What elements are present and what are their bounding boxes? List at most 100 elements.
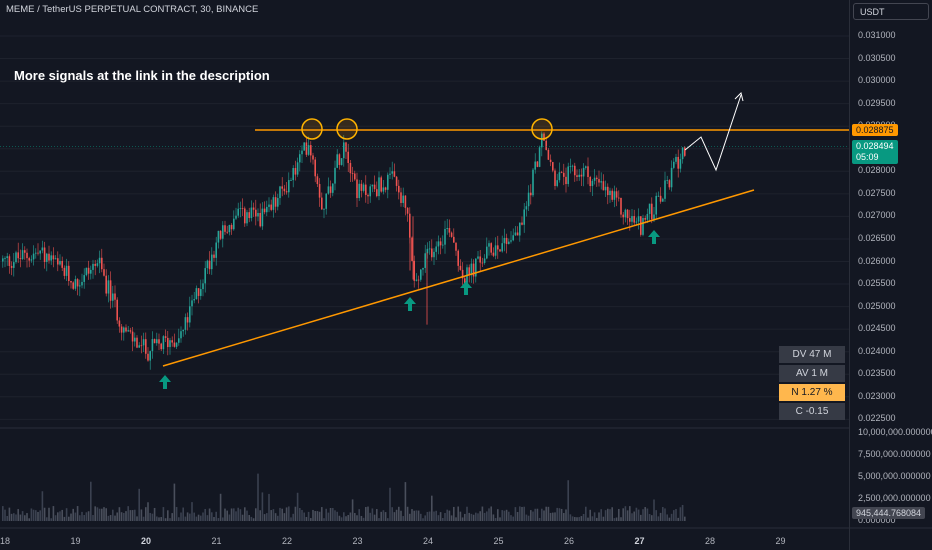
volume-tick-label: 2,500,000.000000 bbox=[858, 493, 931, 503]
volume-bar bbox=[670, 513, 673, 521]
currency-selector[interactable]: USDT bbox=[853, 3, 929, 20]
candle-body bbox=[272, 197, 275, 210]
candle-body bbox=[61, 260, 63, 268]
candle-body bbox=[384, 187, 387, 190]
volume-bar bbox=[222, 517, 224, 521]
time-label: 24 bbox=[422, 536, 434, 546]
candle-body bbox=[508, 241, 510, 244]
stat-av: AV 1 M bbox=[779, 365, 845, 382]
volume-bar bbox=[270, 510, 272, 521]
volume-bar bbox=[637, 509, 640, 521]
candle-body bbox=[472, 263, 475, 277]
candle-body bbox=[68, 265, 70, 281]
volume-bar bbox=[250, 516, 253, 521]
volume-bar bbox=[635, 507, 638, 521]
projection-path bbox=[684, 94, 742, 172]
volume-bar bbox=[127, 506, 129, 521]
volume-bar bbox=[450, 515, 453, 521]
candle-body bbox=[74, 279, 77, 289]
volume-bar bbox=[272, 509, 275, 521]
candle-body bbox=[288, 180, 290, 193]
candle-body bbox=[433, 251, 435, 258]
candle-body bbox=[312, 155, 314, 160]
volume-bar bbox=[248, 515, 250, 521]
candle-body bbox=[270, 204, 272, 210]
volume-bar bbox=[464, 513, 466, 521]
candle-body bbox=[142, 339, 145, 346]
support-trendline[interactable] bbox=[162, 189, 755, 367]
volume-bar bbox=[541, 508, 543, 521]
volume-bar bbox=[648, 514, 651, 521]
volume-bar bbox=[92, 515, 94, 521]
volume-bar bbox=[332, 507, 334, 521]
volume-bar bbox=[336, 511, 338, 521]
volume-bar bbox=[503, 510, 506, 521]
candle-body bbox=[567, 166, 569, 185]
candle-body bbox=[437, 241, 440, 247]
candle-body bbox=[17, 252, 19, 259]
candle-body bbox=[580, 174, 583, 177]
volume-bar bbox=[527, 515, 530, 521]
candle-body bbox=[475, 258, 477, 277]
volume-bar bbox=[600, 509, 602, 521]
volume-bar bbox=[536, 508, 539, 521]
candle-body bbox=[521, 222, 523, 225]
candle-body bbox=[356, 179, 358, 199]
volume-bar bbox=[235, 511, 237, 521]
candle-body bbox=[637, 216, 640, 222]
price-tick-label: 0.023500 bbox=[858, 368, 896, 379]
price-axis[interactable] bbox=[849, 0, 932, 550]
volume-bar bbox=[411, 509, 413, 521]
candle-body bbox=[369, 186, 371, 197]
volume-bar bbox=[39, 510, 41, 521]
volume-bar bbox=[677, 517, 679, 521]
candle-body bbox=[622, 214, 624, 218]
candle-body bbox=[173, 342, 176, 347]
volume-bar bbox=[219, 493, 222, 521]
volume-bar bbox=[417, 510, 420, 521]
volume-bar bbox=[389, 487, 391, 521]
candle-body bbox=[120, 326, 123, 333]
price-tick-label: 0.027000 bbox=[858, 210, 896, 221]
signal-arrow-icon bbox=[159, 375, 171, 389]
candle-body bbox=[138, 345, 140, 348]
candle-body bbox=[470, 263, 473, 276]
candle-body bbox=[376, 189, 378, 197]
price-tick-label: 0.030500 bbox=[858, 52, 896, 63]
volume-bar bbox=[472, 514, 475, 521]
candle-body bbox=[85, 267, 88, 276]
symbol-title[interactable]: MEME / TetherUS PERPETUAL CONTRACT, 30, … bbox=[6, 4, 259, 15]
volume-bar bbox=[481, 506, 484, 521]
candle-body bbox=[98, 257, 101, 264]
volume-bar bbox=[488, 508, 490, 521]
volume-bar bbox=[131, 510, 134, 521]
candle-body bbox=[362, 184, 365, 191]
volume-bar bbox=[327, 512, 330, 521]
volume-bar bbox=[345, 516, 347, 521]
candle-body bbox=[365, 184, 367, 195]
candle-body bbox=[101, 257, 103, 270]
volume-bar bbox=[329, 507, 332, 521]
stat-n: N 1.27 % bbox=[779, 384, 845, 401]
volume-bar bbox=[224, 508, 226, 521]
volume-bar bbox=[380, 511, 382, 521]
volume-bar bbox=[213, 517, 215, 521]
candle-body bbox=[439, 241, 442, 246]
candle-body bbox=[92, 263, 94, 270]
volume-bar bbox=[477, 513, 479, 521]
candle-body bbox=[96, 263, 99, 266]
candle-body bbox=[464, 278, 466, 285]
volume-bar bbox=[571, 516, 574, 521]
candle-body bbox=[499, 249, 501, 252]
volume-bar bbox=[501, 510, 503, 521]
candle-body bbox=[525, 206, 528, 210]
resistance-touch-marker bbox=[301, 118, 323, 140]
candle-body bbox=[217, 230, 220, 243]
candle-body bbox=[651, 203, 653, 220]
candle-body bbox=[224, 225, 226, 232]
volume-bar bbox=[149, 512, 151, 521]
volume-bar bbox=[369, 512, 371, 521]
volume-bar bbox=[241, 514, 244, 521]
volume-bar bbox=[675, 508, 677, 521]
